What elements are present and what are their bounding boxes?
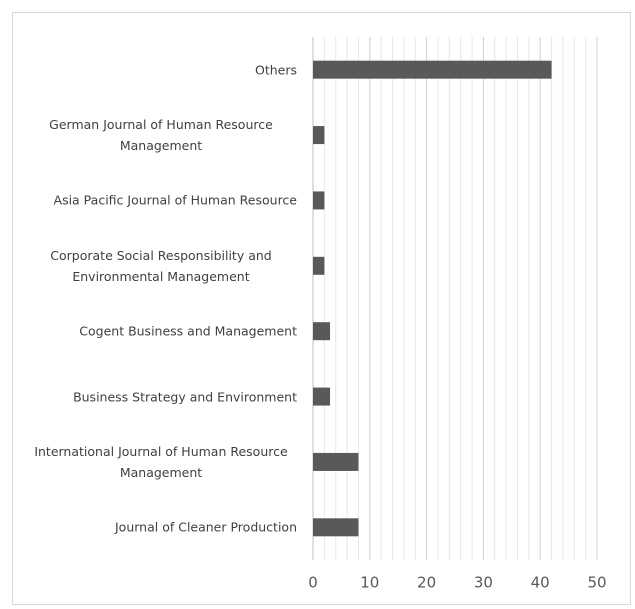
y-tick-label: Business Strategy and Environment: [73, 389, 297, 405]
bar: [313, 126, 325, 145]
y-tick-label: International Journal of Human Resource …: [34, 443, 288, 480]
bar: [313, 322, 331, 341]
bar: [313, 452, 359, 471]
y-tick-label: Others: [254, 62, 297, 78]
bar: [313, 387, 331, 406]
x-tick-label: 30: [474, 574, 493, 592]
y-tick-label: Asia Pacific Journal of Human Resource: [53, 192, 297, 208]
y-tick-label: Corporate Social Responsibility and Envi…: [50, 247, 272, 284]
x-tick-label: 0: [308, 574, 318, 592]
bar: [313, 191, 325, 210]
x-tick-label: 50: [587, 574, 606, 592]
bar: [313, 256, 325, 275]
chart-frame: [12, 12, 631, 605]
bar: [313, 518, 359, 537]
x-tick-label: 20: [417, 574, 436, 592]
y-tick-label: Cogent Business and Management: [79, 323, 297, 339]
y-tick-label: Journal of Cleaner Production: [114, 519, 297, 535]
y-tick-label: German Journal of Human Resource Managem…: [49, 117, 273, 154]
x-tick-label: 40: [531, 574, 550, 592]
bar: [313, 60, 552, 79]
x-tick-label: 10: [360, 574, 379, 592]
